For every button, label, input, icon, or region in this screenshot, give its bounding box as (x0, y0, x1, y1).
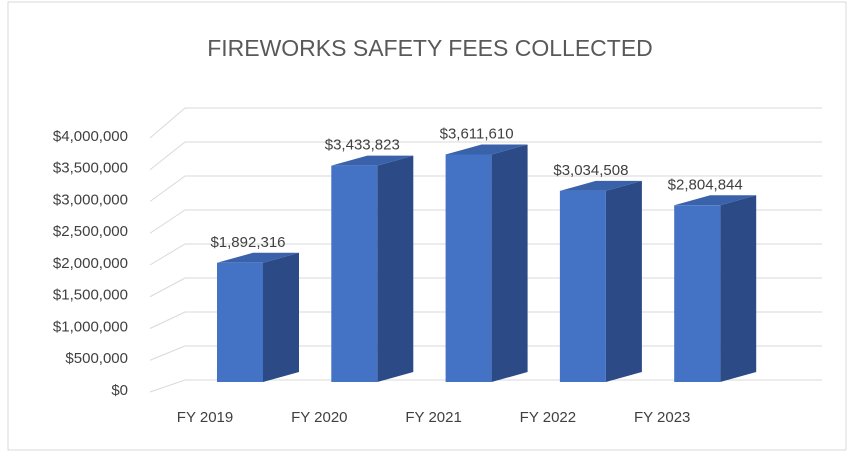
bar-top (331, 155, 414, 166)
x-tick-label: FY 2019 (177, 409, 233, 426)
y-tick-label: $2,500,000 (53, 223, 128, 240)
data-label: $3,034,508 (553, 162, 628, 179)
y-tick-label: $2,000,000 (53, 255, 128, 272)
x-tick-label: FY 2023 (634, 409, 690, 426)
bar-side (263, 252, 299, 382)
x-tick-label: FY 2020 (291, 409, 347, 426)
bar (217, 262, 263, 382)
y-tick-label: $500,000 (65, 350, 128, 367)
bar-side (491, 144, 528, 382)
x-tick-label: FY 2021 (405, 409, 461, 426)
bar (559, 190, 606, 382)
data-label: $3,433,823 (325, 137, 400, 154)
y-tick-label: $1,500,000 (53, 287, 128, 304)
bar (674, 205, 721, 382)
data-label: $1,892,316 (210, 234, 285, 251)
bar-top (674, 195, 757, 206)
bar (331, 165, 378, 382)
chart-title: FIREWORKS SAFETY FEES COLLECTED (207, 35, 653, 61)
bar-top (445, 144, 528, 155)
data-label: $3,611,610 (440, 125, 514, 142)
bar-top (217, 252, 299, 263)
data-label: $2,804,844 (668, 176, 743, 193)
y-tick-label: $3,500,000 (53, 160, 128, 177)
grid-line (149, 107, 822, 139)
bar (445, 154, 492, 382)
y-tick-label: $3,000,000 (53, 191, 128, 208)
bar-side (377, 155, 414, 382)
grid-line (149, 175, 822, 202)
grid-line (149, 141, 822, 171)
bar-side (605, 180, 642, 382)
bar-top (559, 180, 642, 191)
y-tick-label: $1,000,000 (53, 318, 128, 335)
y-tick-label: $4,000,000 (53, 128, 128, 145)
x-tick-label: FY 2022 (520, 409, 576, 426)
bar-side (720, 195, 757, 382)
y-tick-label: $0 (111, 382, 128, 399)
